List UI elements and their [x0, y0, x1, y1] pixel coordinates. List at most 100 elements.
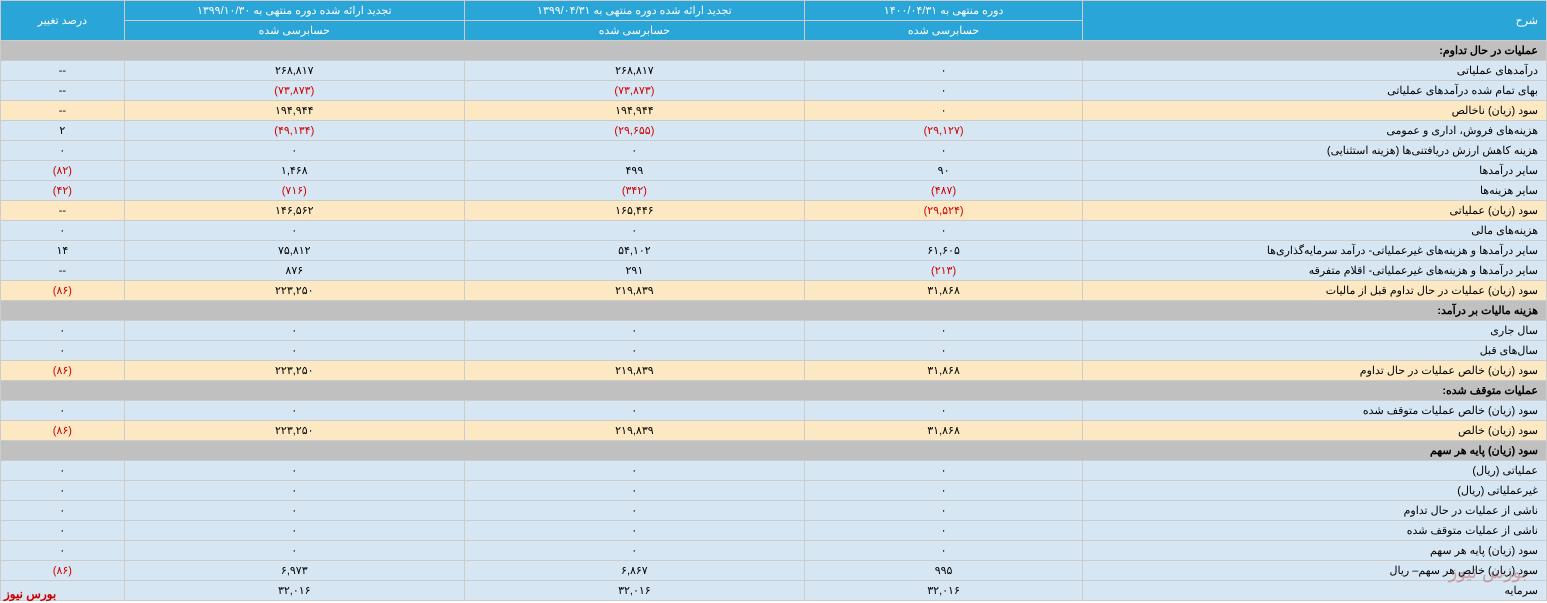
table-row: سود (زیان) عملیات در حال تداوم قبل از ما… — [1, 281, 1547, 301]
cell-pct: ۰ — [1, 401, 125, 421]
cell-pct: (۸۲) — [1, 161, 125, 181]
row-label: سود (زیان) پایه هر سهم — [1083, 541, 1547, 561]
row-label: بهای تمام شده درآمدهای عملیاتی — [1083, 81, 1547, 101]
table-row: سود (زیان) خالص۳۱,۸۶۸۲۱۹,۸۳۹۲۲۳,۲۵۰(۸۶) — [1, 421, 1547, 441]
table-row: عملیاتی (ریال)۰۰۰۰ — [1, 461, 1547, 481]
cell-c1: ۰ — [804, 461, 1082, 481]
table-row: سال جاری۰۰۰۰ — [1, 321, 1547, 341]
row-label: سایر درآمدها و هزینه‌های غیرعملیاتی- اقل… — [1083, 261, 1547, 281]
cell-c1: ۰ — [804, 321, 1082, 341]
cell-c1: ۰ — [804, 341, 1082, 361]
cell-pct: ۰ — [1, 341, 125, 361]
cell-pct: ۰ — [1, 321, 125, 341]
cell-c1: (۲۹,۵۲۴) — [804, 201, 1082, 221]
cell-c2: ۲۶۸,۸۱۷ — [464, 61, 804, 81]
cell-c1: ۰ — [804, 541, 1082, 561]
cell-c1: ۳۱,۸۶۸ — [804, 361, 1082, 381]
cell-c1: (۲۹,۱۲۷) — [804, 121, 1082, 141]
cell-c2: (۳۴۲) — [464, 181, 804, 201]
section-row: عملیات متوقف شده: — [1, 381, 1547, 401]
cell-c2: ۶,۸۶۷ — [464, 561, 804, 581]
table-row: سایر درآمدها و هزینه‌های غیرعملیاتی- درآ… — [1, 241, 1547, 261]
table-row: سایر درآمدها۹۰۴۹۹۱,۴۶۸(۸۲) — [1, 161, 1547, 181]
cell-pct: ۰ — [1, 481, 125, 501]
cell-c2: ۵۴,۱۰۲ — [464, 241, 804, 261]
row-label: سود (زیان) خالص — [1083, 421, 1547, 441]
table-row: ناشی از عملیات در حال تداوم۰۰۰۰ — [1, 501, 1547, 521]
cell-c2: ۰ — [464, 221, 804, 241]
cell-c2: ۰ — [464, 141, 804, 161]
cell-c1: ۳۲,۰۱۶ — [804, 581, 1082, 601]
cell-c3: ۰ — [124, 501, 464, 521]
header-c1-top: دوره منتهی به ۱۴۰۰/۰۴/۳۱ — [804, 1, 1082, 21]
cell-c1: ۳۱,۸۶۸ — [804, 421, 1082, 441]
cell-c2: ۰ — [464, 401, 804, 421]
header-desc: شرح — [1083, 1, 1547, 41]
cell-c3: ۰ — [124, 461, 464, 481]
cell-pct: (۸۶) — [1, 421, 125, 441]
cell-pct: (۸۶) — [1, 561, 125, 581]
cell-pct: (۴۲) — [1, 181, 125, 201]
cell-c1: ۰ — [804, 221, 1082, 241]
cell-pct: -- — [1, 261, 125, 281]
cell-c3: ۲۶۸,۸۱۷ — [124, 61, 464, 81]
cell-c3: ۰ — [124, 521, 464, 541]
table-row: سود (زیان) عملیاتی(۲۹,۵۲۴)۱۶۵,۴۴۶۱۴۶,۵۶۲… — [1, 201, 1547, 221]
table-body: عملیات در حال تداوم:درآمدهای عملیاتی۰۲۶۸… — [1, 41, 1547, 601]
cell-c2: (۷۳,۸۷۳) — [464, 81, 804, 101]
cell-c1: ۰ — [804, 141, 1082, 161]
cell-pct: ۰ — [1, 501, 125, 521]
cell-c3: ۰ — [124, 401, 464, 421]
row-label: سایر هزینه‌ها — [1083, 181, 1547, 201]
row-label: ناشی از عملیات متوقف شده — [1083, 521, 1547, 541]
cell-c2: (۲۹,۶۵۵) — [464, 121, 804, 141]
cell-c3: ۱۴۶,۵۶۲ — [124, 201, 464, 221]
cell-c2: ۰ — [464, 521, 804, 541]
row-label: سایر درآمدها و هزینه‌های غیرعملیاتی- درآ… — [1083, 241, 1547, 261]
cell-c2: ۰ — [464, 461, 804, 481]
cell-pct: ۰ — [1, 141, 125, 161]
cell-c3: ۱,۴۶۸ — [124, 161, 464, 181]
cell-c2: ۲۱۹,۸۳۹ — [464, 281, 804, 301]
cell-pct: ۰ — [1, 541, 125, 561]
table-row: سایر هزینه‌ها(۴۸۷)(۳۴۲)(۷۱۶)(۴۲) — [1, 181, 1547, 201]
table-row: سود (زیان) خالص عملیات متوقف شده۰۰۰۰ — [1, 401, 1547, 421]
cell-pct: -- — [1, 61, 125, 81]
row-label: سود (زیان) خالص عملیات در حال تداوم — [1083, 361, 1547, 381]
cell-c1: ۹۰ — [804, 161, 1082, 181]
table-row: سود (زیان) پایه هر سهم۰۰۰۰ — [1, 541, 1547, 561]
cell-pct: ۲ — [1, 121, 125, 141]
cell-c1: ۳۱,۸۶۸ — [804, 281, 1082, 301]
row-label: سایر درآمدها — [1083, 161, 1547, 181]
cell-c2: ۲۱۹,۸۳۹ — [464, 361, 804, 381]
row-label: سود (زیان) عملیات در حال تداوم قبل از ما… — [1083, 281, 1547, 301]
row-label: هزینه کاهش ارزش دریافتنی‌ها (هزینه استثن… — [1083, 141, 1547, 161]
header-c3-top: تجدید ارائه شده دوره منتهی به ۱۳۹۹/۱۰/۳۰ — [124, 1, 464, 21]
header-c1-sub: حسابرسی شده — [804, 21, 1082, 41]
table-row: سایر درآمدها و هزینه‌های غیرعملیاتی- اقل… — [1, 261, 1547, 281]
cell-c3: ۲۲۳,۲۵۰ — [124, 421, 464, 441]
cell-c3: ۲۲۳,۲۵۰ — [124, 361, 464, 381]
cell-c3: ۱۹۴,۹۴۴ — [124, 101, 464, 121]
cell-pct: ۱۴ — [1, 241, 125, 261]
cell-pct: (۸۶) — [1, 361, 125, 381]
table-row: غیرعملیاتی (ریال)۰۰۰۰ — [1, 481, 1547, 501]
row-label: غیرعملیاتی (ریال) — [1083, 481, 1547, 501]
table-row: سود (زیان) ناخالص۰۱۹۴,۹۴۴۱۹۴,۹۴۴-- — [1, 101, 1547, 121]
cell-c1: ۰ — [804, 61, 1082, 81]
section-row: عملیات در حال تداوم: — [1, 41, 1547, 61]
cell-c2: ۰ — [464, 501, 804, 521]
table-row: هزینه‌های مالی۰۰۰۰ — [1, 221, 1547, 241]
row-label: سود (زیان) عملیاتی — [1083, 201, 1547, 221]
cell-pct: (۸۶) — [1, 281, 125, 301]
cell-c2: ۲۹۱ — [464, 261, 804, 281]
section-label: هزینه مالیات بر درآمد: — [1, 301, 1547, 321]
row-label: هزینه‌های فروش، اداری و عمومی — [1083, 121, 1547, 141]
cell-c3: ۰ — [124, 321, 464, 341]
header-c2-sub: حسابرسی شده — [464, 21, 804, 41]
cell-pct: -- — [1, 201, 125, 221]
cell-c3: (۴۹,۱۳۴) — [124, 121, 464, 141]
cell-c3: ۲۲۳,۲۵۰ — [124, 281, 464, 301]
cell-c2: ۱۶۵,۴۴۶ — [464, 201, 804, 221]
cell-c2: ۰ — [464, 341, 804, 361]
